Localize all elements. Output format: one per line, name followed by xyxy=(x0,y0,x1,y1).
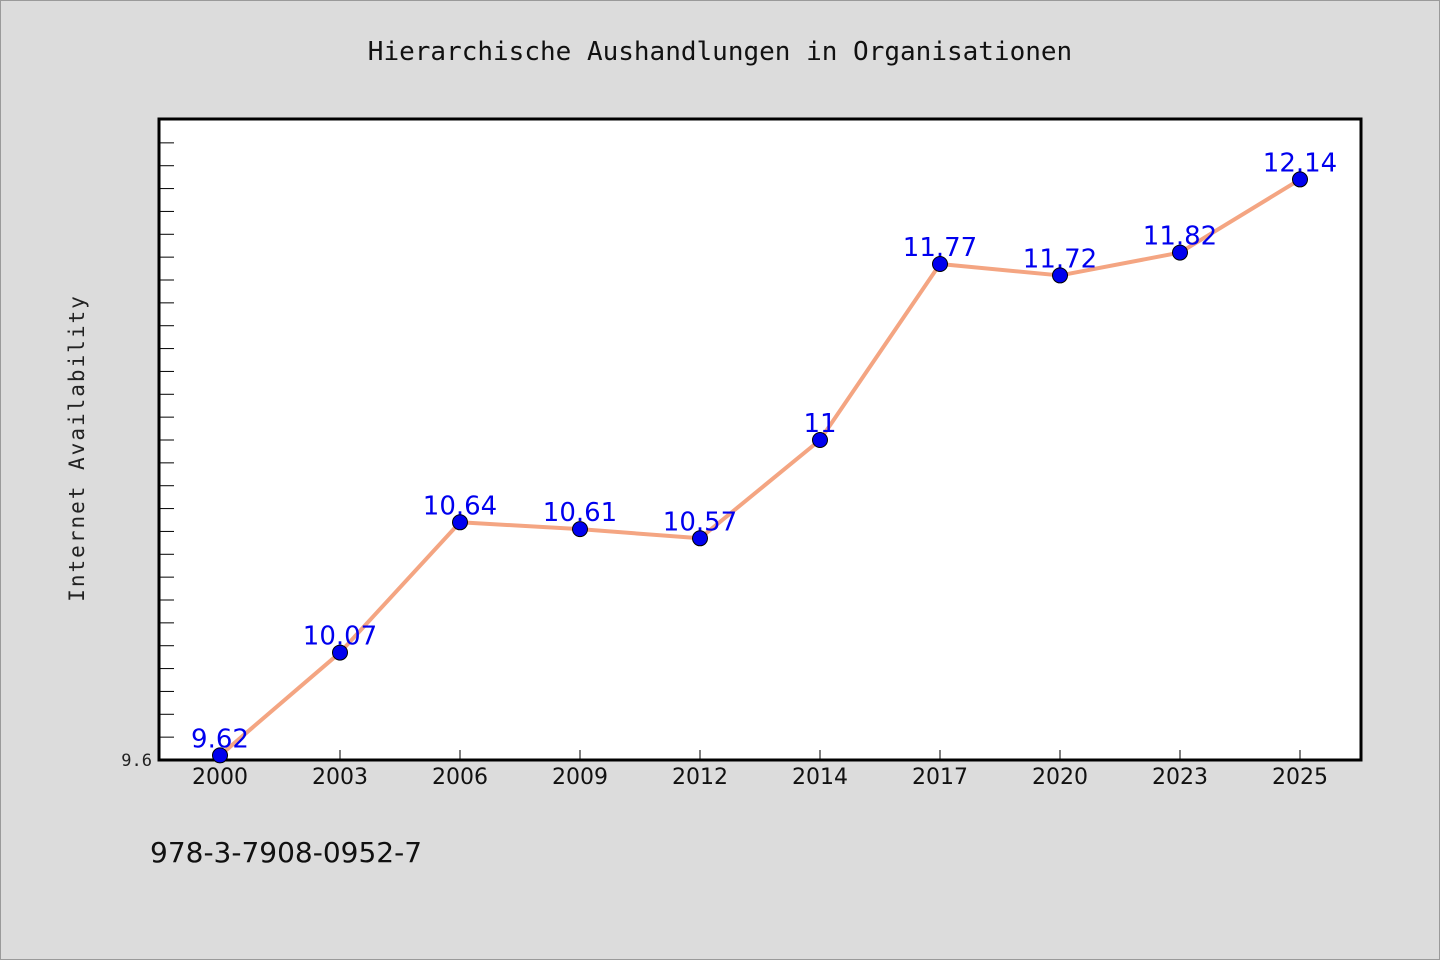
x-axis-ticks: 2000 2003 2006 2009 2012 2014 2017 2020 2023 2025 xyxy=(192,750,1328,790)
series-line xyxy=(218,177,1302,757)
data-point xyxy=(572,521,588,538)
x-tick-label: 2009 xyxy=(552,765,608,790)
data-label: 11.72 xyxy=(1023,244,1097,274)
chart-title: Hierarchische Aushandlungen in Organisat… xyxy=(368,37,1072,67)
x-tick-label: 2006 xyxy=(432,765,488,790)
data-label: 12.14 xyxy=(1263,148,1337,178)
x-tick-label: 2025 xyxy=(1272,765,1328,790)
data-point xyxy=(332,644,348,661)
x-tick-label: 2017 xyxy=(912,765,968,790)
data-point xyxy=(1052,267,1068,284)
isbn-text: 978-3-7908-0952-7 xyxy=(150,836,422,869)
plot-area xyxy=(157,117,1363,762)
data-label: 9.62 xyxy=(191,724,249,754)
x-tick-label: 2020 xyxy=(1032,765,1088,790)
data-point xyxy=(452,514,468,531)
y-axis-ticks: 9.6 xyxy=(121,142,174,771)
data-point xyxy=(932,256,948,272)
data-label: 10.61 xyxy=(543,498,617,528)
data-label: 11.77 xyxy=(903,233,977,263)
y-tick-label: 9.6 xyxy=(121,751,152,771)
data-label: 10.07 xyxy=(303,622,377,652)
data-point xyxy=(1172,244,1188,261)
x-tick-label: 2012 xyxy=(672,765,728,790)
data-point xyxy=(812,432,828,448)
y-axis-label: Internet Availability xyxy=(65,294,89,602)
x-tick-label: 2003 xyxy=(312,765,368,790)
series-line-group: 9.62 10.07 10.64 10.61 10.57 11 11.77 11.72 11.8… xyxy=(191,148,1337,764)
data-label: 11.82 xyxy=(1143,222,1217,252)
data-point xyxy=(692,530,708,547)
data-label: 11 xyxy=(803,409,836,439)
data-point xyxy=(1292,171,1308,188)
x-tick-label: 2014 xyxy=(792,765,848,790)
data-point xyxy=(212,747,228,764)
x-tick-label: 2023 xyxy=(1152,765,1208,790)
x-tick-label: 2000 xyxy=(192,765,248,790)
data-label: 10.64 xyxy=(423,491,497,521)
data-label: 10.57 xyxy=(663,507,737,537)
